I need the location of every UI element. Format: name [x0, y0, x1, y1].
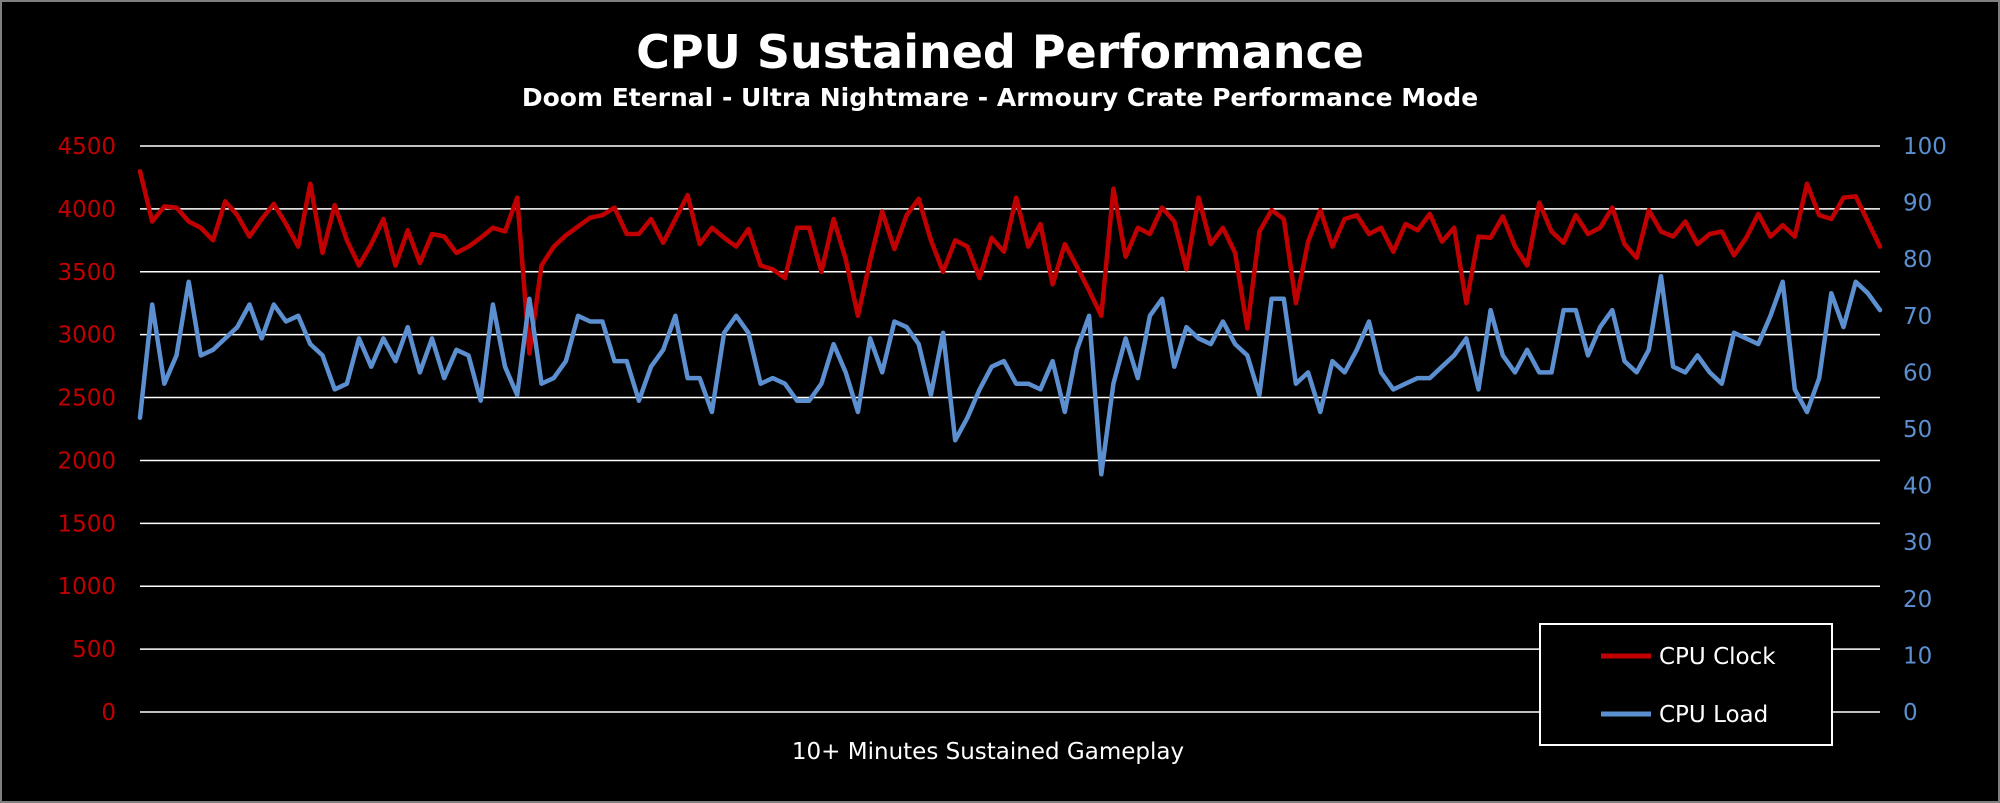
left-tick-label: 1000	[57, 574, 116, 600]
legend-label-cpu-clock: CPU Clock	[1659, 644, 1776, 670]
right-tick-label: 0	[1903, 700, 1918, 726]
legend-label-cpu-load: CPU Load	[1659, 702, 1768, 728]
left-tick-label: 4500	[57, 134, 116, 160]
right-tick-label: 50	[1903, 417, 1932, 443]
right-tick-label: 30	[1903, 530, 1932, 556]
left-tick-label: 3000	[57, 323, 116, 349]
left-tick-label: 4000	[57, 197, 116, 223]
right-tick-label: 40	[1903, 474, 1932, 500]
chart-subtitle: Doom Eternal - Ultra Nightmare - Armoury…	[522, 83, 1478, 112]
right-tick-label: 70	[1903, 304, 1932, 330]
left-tick-label: 0	[101, 700, 116, 726]
right-tick-label: 60	[1903, 360, 1932, 386]
left-tick-label: 1500	[57, 511, 116, 537]
left-tick-label: 3500	[57, 260, 116, 286]
left-axis-ticks: 0 500 1000 1500 2000 2500 3000 3500 4000 4500	[57, 134, 116, 726]
left-tick-label: 500	[72, 637, 116, 663]
right-tick-label: 100	[1903, 134, 1947, 160]
x-axis-label: 10+ Minutes Sustained Gameplay	[792, 739, 1184, 765]
legend-box	[1539, 623, 1833, 746]
series-line-cpu-load	[137, 273, 1883, 477]
chart-title: CPU Sustained Performance	[636, 25, 1364, 79]
left-tick-label: 2500	[57, 386, 116, 412]
series-line-cpu-clock	[137, 168, 1883, 356]
left-tick-label: 2000	[57, 448, 116, 474]
right-tick-label: 80	[1903, 247, 1932, 273]
right-axis-ticks: 0 10 20 30 40 50 60 70 80 90 100	[1903, 134, 1947, 726]
series-lines	[137, 168, 1883, 477]
legend: CPU Clock CPU Load	[1539, 623, 1833, 746]
right-tick-label: 10	[1903, 643, 1932, 669]
right-tick-label: 90	[1903, 191, 1932, 217]
right-tick-label: 20	[1903, 587, 1932, 613]
